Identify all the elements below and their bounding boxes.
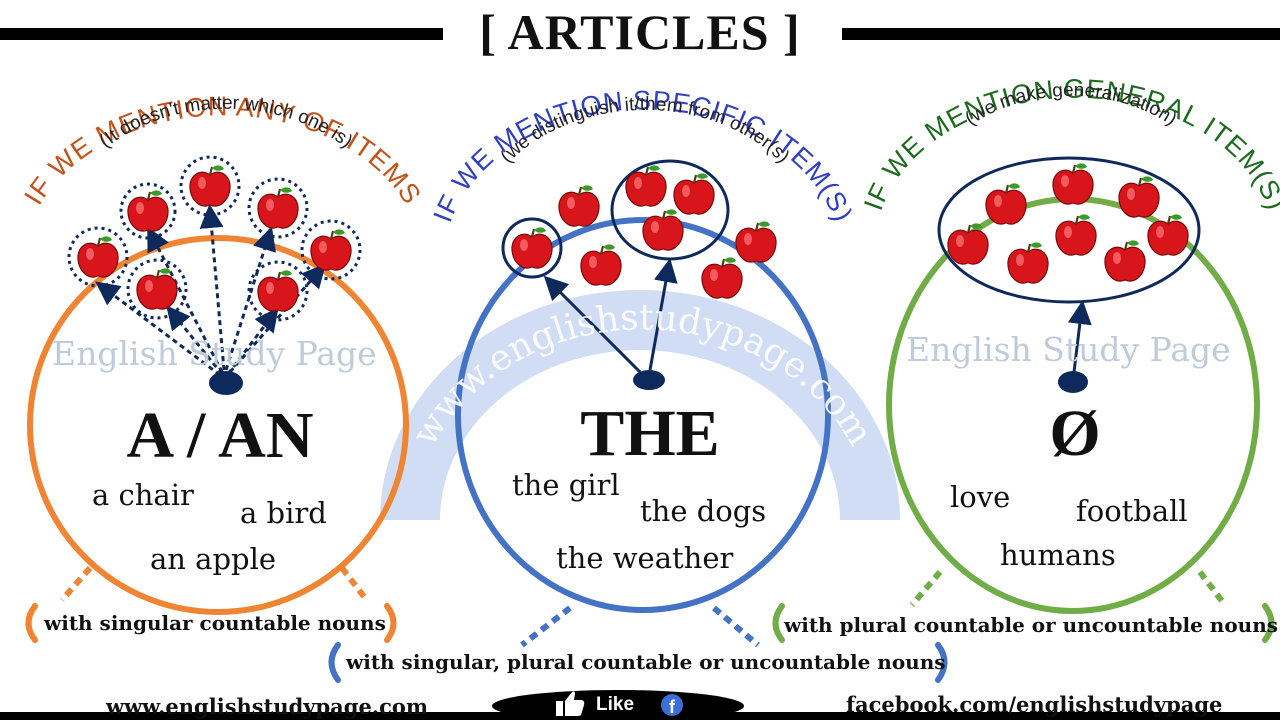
example-text: football bbox=[1076, 494, 1188, 528]
panel-a-ellipse bbox=[27, 235, 409, 615]
footer-website-link[interactable]: www.englishstudypage.com bbox=[106, 694, 429, 719]
example-text: the weather bbox=[556, 541, 734, 575]
panel-the-connector bbox=[520, 605, 760, 648]
panel-a-bracket-right bbox=[384, 603, 397, 643]
panel-the-bracket-left bbox=[328, 642, 341, 683]
article-zero: Ø bbox=[1049, 397, 1101, 470]
example-text: a chair bbox=[92, 478, 194, 512]
footer-facebook-link[interactable]: facebook.com/englishstudypage bbox=[846, 692, 1223, 717]
panel-the-ellipse bbox=[455, 217, 831, 613]
panel-zero-arrow bbox=[1067, 300, 1092, 373]
article-a-an: A / AN bbox=[126, 399, 314, 472]
panel-a-origin-dot bbox=[209, 371, 243, 395]
panel-a-bracket-left bbox=[25, 603, 38, 643]
thumbs-up-icon bbox=[556, 691, 585, 716]
title-bar-right bbox=[842, 28, 1280, 40]
panel-a-arrows bbox=[95, 204, 326, 377]
watermark-left: English Study Page bbox=[52, 334, 377, 373]
panel-the-arrows bbox=[543, 258, 678, 374]
example-text: a bird bbox=[240, 496, 327, 530]
panel-zero-connector bbox=[909, 570, 1228, 607]
panel-zero-origin-dot bbox=[1058, 371, 1088, 393]
panel-zero-bracket-right bbox=[1262, 603, 1275, 643]
panel-the-bracket-right bbox=[935, 642, 948, 683]
like-pill bbox=[492, 690, 744, 720]
example-text: the girl bbox=[512, 468, 620, 502]
example-text: an apple bbox=[150, 542, 277, 576]
example-text: the dogs bbox=[640, 494, 767, 528]
example-text: humans bbox=[1000, 538, 1116, 572]
title-bar-left bbox=[0, 28, 443, 40]
panel-a-connector bbox=[59, 566, 368, 602]
panel-a-note: with singular countable nouns bbox=[44, 611, 386, 635]
panel-zero-note: with plural countable or uncountable nou… bbox=[784, 613, 1279, 637]
facebook-icon[interactable]: f bbox=[661, 694, 683, 717]
panel-a-subheading: (It doesn't matter which one is) bbox=[96, 93, 357, 153]
apple-icon bbox=[510, 164, 778, 300]
svg-text:f: f bbox=[669, 697, 676, 717]
panel-the-single-circle bbox=[501, 217, 563, 279]
article-the: THE bbox=[580, 397, 720, 470]
panel-the-subheading: (we distinguish it/them from other(s) bbox=[497, 94, 794, 167]
page-title: [ ARTICLES ] bbox=[479, 4, 801, 60]
watermark-right: English Study Page bbox=[906, 330, 1231, 369]
panel-the-note: with singular, plural countable or uncou… bbox=[346, 650, 946, 674]
panel-the-origin-dot bbox=[633, 370, 665, 390]
panel-zero-bracket-left bbox=[772, 603, 785, 643]
watermark-arc bbox=[380, 290, 900, 520]
like-button[interactable]: Like bbox=[596, 694, 635, 715]
panel-a-apple-circles bbox=[67, 155, 362, 322]
example-text: love bbox=[950, 480, 1011, 514]
